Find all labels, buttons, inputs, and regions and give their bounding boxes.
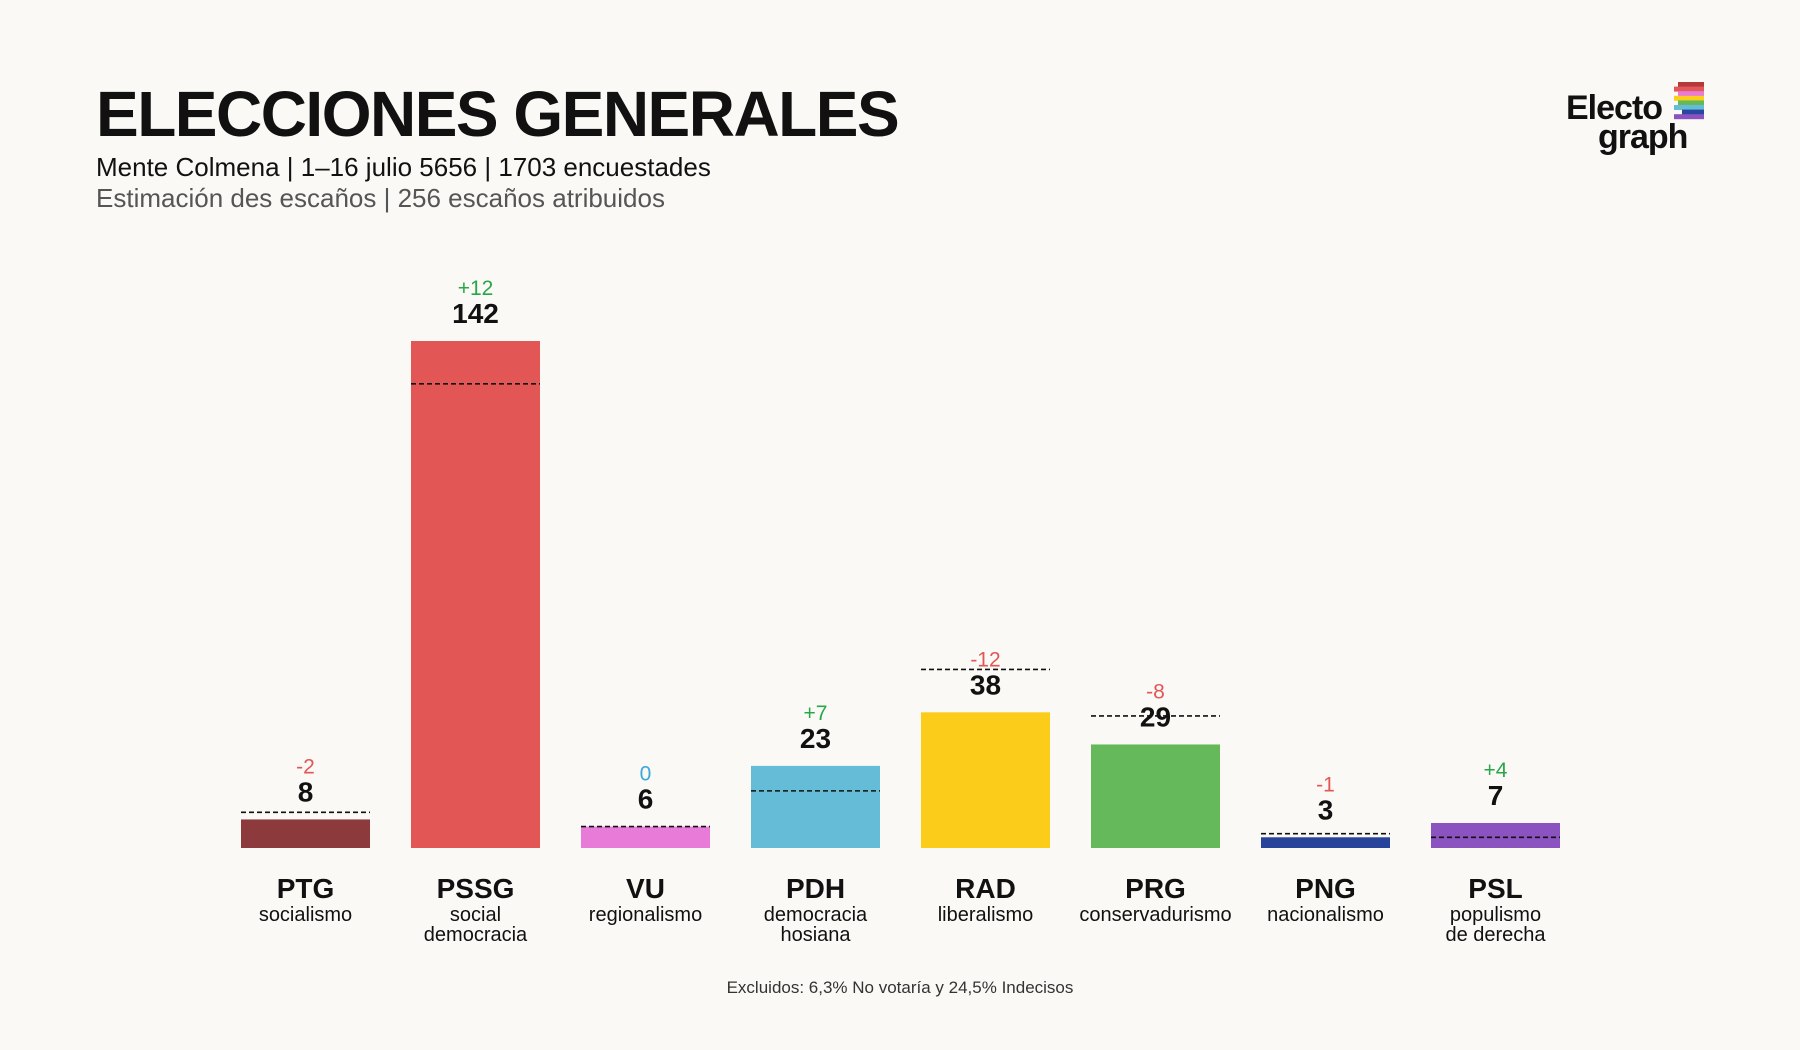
seat-value-label: 142 bbox=[452, 298, 499, 329]
party-name-label: PSSG bbox=[437, 873, 515, 904]
party-name-label: RAD bbox=[955, 873, 1016, 904]
seat-estimate-info: Estimación des escaños | 256 escaños atr… bbox=[96, 183, 665, 213]
seat-change-label: 0 bbox=[640, 763, 652, 786]
seat-change-label: -8 bbox=[1146, 680, 1165, 703]
party-ideology-label: social bbox=[450, 904, 501, 926]
seat-change-label: +7 bbox=[804, 702, 828, 725]
party-ideology-label: de derecha bbox=[1445, 924, 1546, 946]
poll-info: Mente Colmena | 1–16 julio 5656 | 1703 e… bbox=[96, 152, 711, 182]
party-ideology-label: democracia bbox=[764, 904, 868, 926]
logo-stripe bbox=[1674, 95, 1704, 101]
seat-bar bbox=[1431, 823, 1560, 848]
seat-bar bbox=[1091, 744, 1220, 848]
seat-value-label: 6 bbox=[638, 784, 654, 815]
party-ideology-label: conservadurismo bbox=[1079, 904, 1231, 926]
seat-change-label: +4 bbox=[1484, 759, 1508, 782]
party-ideology-label: populismo bbox=[1450, 904, 1541, 926]
party-ideology-label: regionalismo bbox=[589, 904, 702, 926]
seat-change-label: -12 bbox=[970, 648, 1000, 671]
seat-value-label: 3 bbox=[1318, 794, 1334, 825]
seat-bar bbox=[751, 765, 880, 848]
seat-change-label: -1 bbox=[1316, 773, 1335, 796]
seat-change-label: -2 bbox=[296, 755, 315, 778]
logo-line-1: Electo bbox=[1566, 89, 1663, 127]
seat-bar bbox=[1261, 837, 1390, 848]
logo-line-2: graph bbox=[1598, 118, 1688, 156]
logo-stripe bbox=[1674, 105, 1704, 110]
seat-bar bbox=[581, 826, 710, 848]
electograph-logo: Electo graph bbox=[1566, 80, 1716, 160]
seat-bar bbox=[241, 819, 370, 848]
party-name-label: PSL bbox=[1468, 873, 1522, 904]
seat-value-label: 29 bbox=[1140, 701, 1171, 732]
party-name-label: PTG bbox=[277, 873, 335, 904]
logo-mark-icon bbox=[1674, 82, 1704, 120]
party-name-label: PNG bbox=[1295, 873, 1356, 904]
party-ideology-label: socialismo bbox=[259, 904, 352, 926]
logo-stripe bbox=[1678, 82, 1704, 87]
seat-change-label: +12 bbox=[458, 277, 494, 300]
seat-bar bbox=[411, 341, 540, 848]
seat-value-label: 8 bbox=[298, 776, 314, 807]
party-ideology-label: democracia bbox=[424, 924, 528, 946]
logo-stripe bbox=[1674, 86, 1704, 92]
logo-stripe bbox=[1682, 109, 1704, 115]
party-name-label: PDH bbox=[786, 873, 845, 904]
party-name-label: PRG bbox=[1125, 873, 1186, 904]
party-name-label: VU bbox=[626, 873, 665, 904]
seat-bar bbox=[921, 712, 1050, 848]
seat-value-label: 7 bbox=[1488, 780, 1504, 811]
seat-value-label: 23 bbox=[800, 723, 831, 754]
logo-text: Electo graph bbox=[1566, 89, 1688, 156]
party-ideology-label: nacionalismo bbox=[1267, 904, 1384, 926]
logo-stripe bbox=[1678, 91, 1704, 97]
footnote: Excluidos: 6,3% No votaría y 24,5% Indec… bbox=[726, 978, 1074, 997]
seat-value-label: 38 bbox=[970, 669, 1001, 700]
logo-stripe bbox=[1678, 100, 1704, 106]
page-title: ELECCIONES GENERALES bbox=[96, 78, 900, 150]
logo-stripe bbox=[1674, 114, 1704, 120]
party-ideology-label: hosiana bbox=[780, 924, 851, 946]
party-ideology-label: liberalismo bbox=[938, 904, 1034, 926]
